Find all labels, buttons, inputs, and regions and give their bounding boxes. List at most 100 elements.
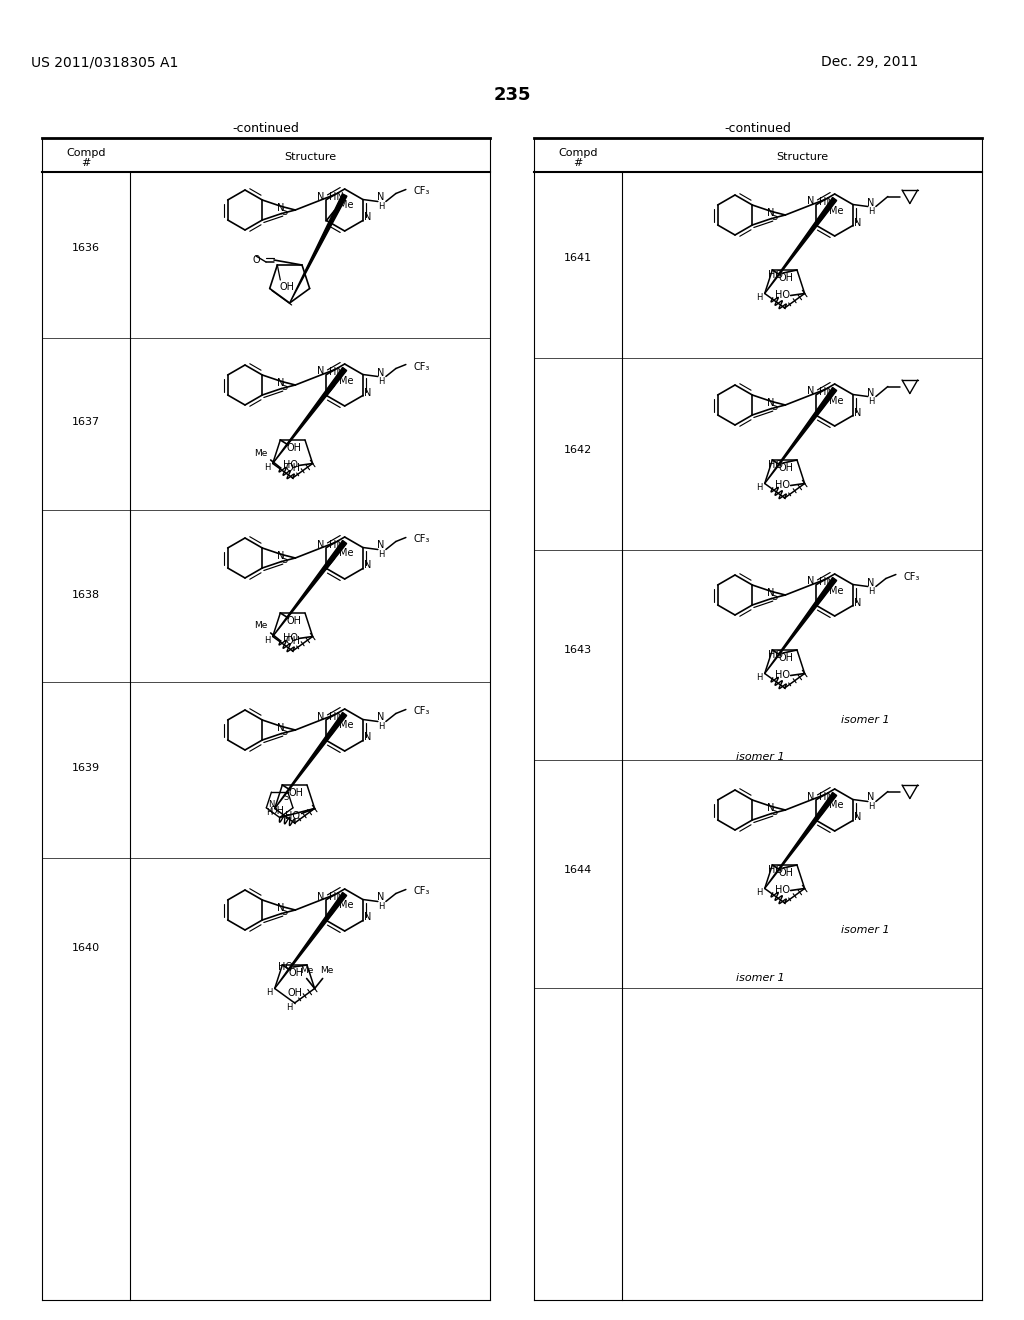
Text: S: S xyxy=(282,207,288,218)
Text: N: N xyxy=(276,903,284,912)
Text: 1638: 1638 xyxy=(72,590,100,601)
Text: N: N xyxy=(377,540,385,550)
Text: HO: HO xyxy=(775,290,791,301)
Text: N: N xyxy=(365,912,372,923)
Text: N: N xyxy=(854,598,861,607)
Text: S: S xyxy=(282,556,288,565)
Polygon shape xyxy=(274,713,347,808)
Polygon shape xyxy=(765,198,837,293)
Text: HO: HO xyxy=(768,865,782,875)
Text: HO: HO xyxy=(278,962,293,972)
Text: N: N xyxy=(365,388,372,397)
Text: S: S xyxy=(771,213,777,222)
Text: N: N xyxy=(377,193,385,202)
Polygon shape xyxy=(272,367,347,463)
Text: Me: Me xyxy=(300,966,313,975)
Text: Dec. 29, 2011: Dec. 29, 2011 xyxy=(821,55,919,69)
Text: H: H xyxy=(378,378,384,385)
Text: H: H xyxy=(757,673,763,682)
Text: N: N xyxy=(807,577,814,586)
Text: HN: HN xyxy=(819,387,834,397)
Text: H: H xyxy=(867,587,874,597)
Text: N: N xyxy=(854,218,861,227)
Polygon shape xyxy=(272,540,347,636)
Text: Me: Me xyxy=(340,721,354,730)
Text: isomer 1: isomer 1 xyxy=(841,925,889,935)
Text: N: N xyxy=(767,803,774,813)
Text: N: N xyxy=(268,800,274,809)
Text: HN: HN xyxy=(819,577,834,587)
Text: HO: HO xyxy=(768,649,782,660)
Text: N: N xyxy=(276,722,284,733)
Text: Me: Me xyxy=(340,900,354,911)
Text: 1643: 1643 xyxy=(564,645,592,655)
Polygon shape xyxy=(290,194,347,304)
Text: O: O xyxy=(252,255,260,265)
Text: 1639: 1639 xyxy=(72,763,100,774)
Text: CF₃: CF₃ xyxy=(414,535,430,544)
Text: CF₃: CF₃ xyxy=(904,572,921,582)
Text: OH: OH xyxy=(280,282,295,292)
Text: Me: Me xyxy=(829,800,844,810)
Text: H: H xyxy=(867,397,874,407)
Text: S: S xyxy=(282,907,288,917)
Text: OH: OH xyxy=(287,444,302,453)
Text: Me: Me xyxy=(829,396,844,405)
Polygon shape xyxy=(765,388,837,483)
Text: CF₃: CF₃ xyxy=(414,887,430,896)
Text: HN: HN xyxy=(330,540,344,550)
Text: OH: OH xyxy=(779,653,794,663)
Text: H: H xyxy=(757,293,763,302)
Text: OH: OH xyxy=(779,273,794,282)
Text: HO: HO xyxy=(285,812,300,821)
Text: HN: HN xyxy=(330,191,344,202)
Text: N: N xyxy=(867,578,874,587)
Text: OH: OH xyxy=(287,616,302,626)
Text: HN: HN xyxy=(819,792,834,803)
Text: HO: HO xyxy=(284,634,298,643)
Text: #: # xyxy=(81,158,91,168)
Text: N: N xyxy=(316,540,325,549)
Text: 1640: 1640 xyxy=(72,942,100,953)
Text: Me: Me xyxy=(340,375,354,385)
Text: CF₃: CF₃ xyxy=(414,706,430,717)
Text: HO: HO xyxy=(768,459,782,470)
Polygon shape xyxy=(765,792,837,888)
Text: N: N xyxy=(365,733,372,742)
Text: N: N xyxy=(767,587,774,598)
Text: H: H xyxy=(378,550,384,558)
Text: N: N xyxy=(854,408,861,417)
Text: S: S xyxy=(771,808,777,817)
Text: S: S xyxy=(282,383,288,392)
Text: Compd: Compd xyxy=(67,148,105,158)
Text: H: H xyxy=(378,202,384,211)
Text: N: N xyxy=(276,202,284,213)
Text: isomer 1: isomer 1 xyxy=(841,715,889,725)
Text: N: N xyxy=(867,388,874,397)
Text: S: S xyxy=(282,727,288,738)
Text: S: S xyxy=(771,403,777,412)
Text: Structure: Structure xyxy=(776,152,828,162)
Text: H: H xyxy=(266,808,272,817)
Text: N: N xyxy=(807,792,814,801)
Text: isomer 1: isomer 1 xyxy=(735,973,784,983)
Text: HN: HN xyxy=(330,367,344,378)
Text: H: H xyxy=(287,1002,293,1011)
Text: H: H xyxy=(757,483,763,492)
Text: Me: Me xyxy=(340,201,354,210)
Text: H: H xyxy=(264,636,271,645)
Text: Me: Me xyxy=(340,549,354,558)
Text: HO: HO xyxy=(775,671,791,681)
Text: N: N xyxy=(316,191,325,202)
Text: N: N xyxy=(807,197,814,206)
Text: OH: OH xyxy=(286,463,300,474)
Text: -continued: -continued xyxy=(232,121,299,135)
Text: Me: Me xyxy=(829,586,844,595)
Text: N: N xyxy=(867,792,874,803)
Text: isomer 1: isomer 1 xyxy=(735,752,784,762)
Text: N: N xyxy=(365,213,372,223)
Text: -continued: -continued xyxy=(725,121,792,135)
Text: 1642: 1642 xyxy=(564,445,592,455)
Text: 1636: 1636 xyxy=(72,243,100,253)
Text: H: H xyxy=(266,987,272,997)
